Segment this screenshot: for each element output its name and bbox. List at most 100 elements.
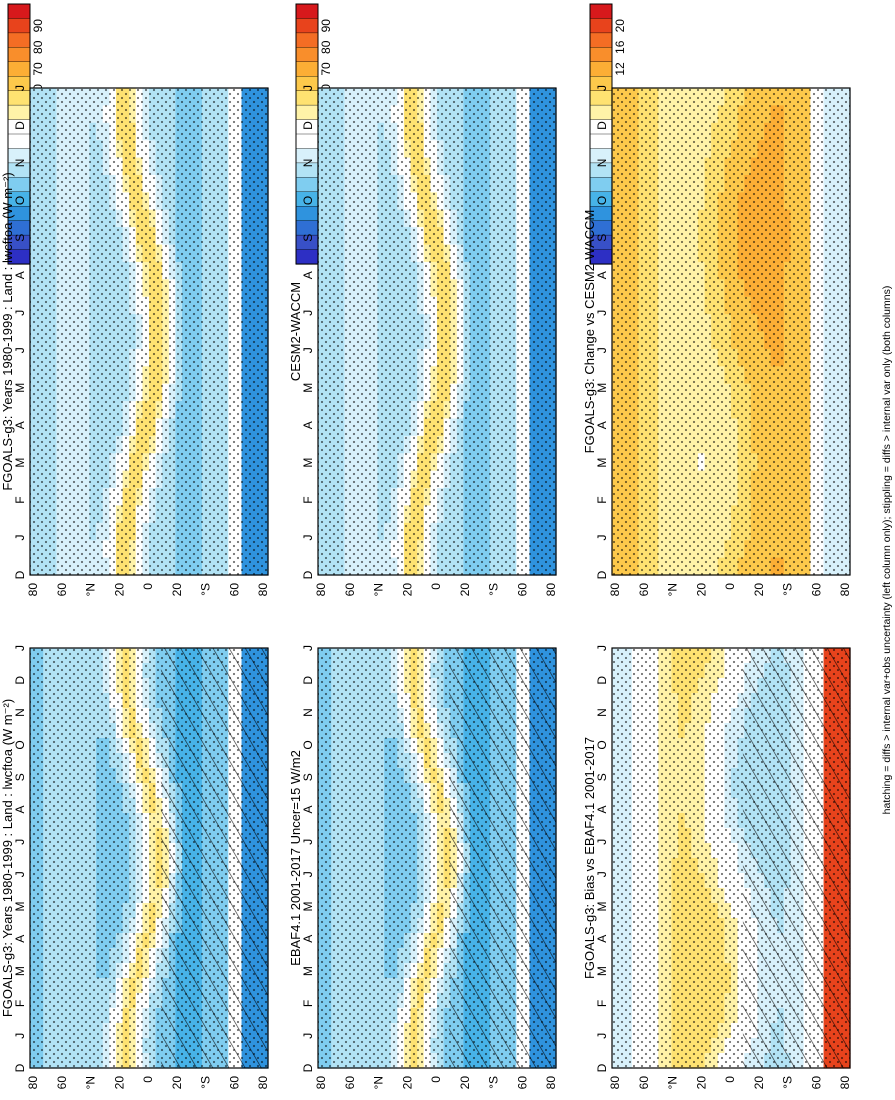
lat-tick-label: 80 bbox=[256, 583, 270, 597]
lat-tick-label: 0 bbox=[429, 1076, 443, 1083]
lat-tick-label: 20 bbox=[170, 583, 184, 597]
colorbar-swatch bbox=[7, 18, 31, 34]
month-tick-label: M bbox=[13, 966, 27, 976]
month-tick-label: O bbox=[13, 740, 27, 749]
colorbar-swatch bbox=[295, 133, 319, 150]
month-tick-label: S bbox=[13, 234, 27, 242]
colorbar-swatch bbox=[589, 90, 613, 106]
lat-tick-label: 60 bbox=[515, 1076, 529, 1090]
lat-tick-label: 60 bbox=[227, 1076, 241, 1090]
colorbar-swatch bbox=[589, 47, 613, 63]
colorbar-label: 12 bbox=[613, 62, 627, 76]
lat-tick-label: 20 bbox=[170, 1076, 184, 1090]
month-tick-label: A bbox=[301, 805, 315, 813]
colorbar-swatch bbox=[295, 47, 319, 63]
lat-tick-label: 60 bbox=[515, 583, 529, 597]
colorbar-swatch bbox=[295, 3, 319, 20]
month-tick-label: J bbox=[301, 839, 315, 845]
colorbar-label: 70 bbox=[31, 62, 45, 76]
lat-tick-label: 20 bbox=[112, 1076, 126, 1090]
colorbar-label: 90 bbox=[31, 19, 45, 33]
month-tick-label: D bbox=[13, 676, 27, 685]
panel-title: FGOALS-g3: Years 1980-1999 : Land : lwcf… bbox=[0, 172, 15, 490]
colorbar-swatch bbox=[7, 32, 31, 48]
lat-tick-label: 60 bbox=[55, 583, 69, 597]
colorbar-swatch bbox=[295, 177, 319, 193]
month-tick-label: J bbox=[301, 1033, 315, 1039]
colorbar-swatch bbox=[295, 220, 319, 236]
colorbar-swatch bbox=[589, 133, 613, 150]
month-tick-label: D bbox=[301, 1063, 315, 1072]
month-tick-label: F bbox=[301, 1000, 315, 1007]
colorbar-swatch bbox=[589, 177, 613, 193]
lat-tick-label: 80 bbox=[256, 1076, 270, 1090]
lat-tick-label: 80 bbox=[544, 1076, 558, 1090]
lat-tick-label: °S bbox=[487, 1076, 501, 1089]
month-tick-label: J bbox=[301, 347, 315, 353]
lat-tick-label: 0 bbox=[141, 1076, 155, 1083]
colorbar-swatch bbox=[589, 3, 613, 20]
panel-title: EBAF4.1 2001-2017 Uncer=15 W/m2 bbox=[288, 750, 303, 966]
month-tick-label: J bbox=[301, 310, 315, 316]
colorbar-swatch bbox=[295, 206, 319, 222]
colorbar-swatch bbox=[295, 18, 319, 34]
month-tick-label: O bbox=[301, 196, 315, 205]
colorbar-swatch bbox=[295, 249, 319, 265]
lat-tick-label: 80 bbox=[314, 583, 328, 597]
month-tick-label: M bbox=[13, 902, 27, 912]
month-tick-label: M bbox=[13, 458, 27, 468]
panel-frame bbox=[317, 647, 557, 1069]
hatching bbox=[160, 648, 268, 1068]
month-tick-label: D bbox=[301, 570, 315, 579]
month-tick-label: S bbox=[13, 773, 27, 781]
month-tick-label: O bbox=[301, 740, 315, 749]
lat-tick-label: 20 bbox=[458, 583, 472, 597]
month-tick-label: J bbox=[13, 310, 27, 316]
lat-tick-label: 20 bbox=[400, 583, 414, 597]
month-tick-label: M bbox=[301, 383, 315, 393]
lat-tick-label: 80 bbox=[26, 1076, 40, 1090]
month-tick-label: D bbox=[13, 570, 27, 579]
month-tick-label: J bbox=[301, 85, 315, 91]
colorbar-swatch bbox=[295, 32, 319, 48]
month-tick-label: S bbox=[301, 234, 315, 242]
colorbar-swatch bbox=[589, 18, 613, 34]
month-tick-label: D bbox=[301, 676, 315, 685]
panel-5: 80 60 °N 20 0 20 °S 60 80DJFMAMJJASONDJFGOALS-g3… bbox=[582, 85, 852, 596]
lat-tick-label: °S bbox=[199, 1076, 213, 1089]
panel-frame bbox=[29, 87, 269, 576]
month-tick-label: J bbox=[13, 645, 27, 651]
month-tick-label: N bbox=[301, 159, 315, 168]
colorbar-swatch bbox=[295, 90, 319, 106]
colorbar-swatch bbox=[295, 104, 319, 121]
lat-tick-label: 20 bbox=[458, 1076, 472, 1090]
colorbar-swatch bbox=[7, 61, 31, 77]
colorbar-label: 70 bbox=[319, 62, 333, 76]
lat-tick-label: 0 bbox=[429, 583, 443, 590]
colorbar-3: 201612840-4-8-12-16-20 bbox=[589, 3, 627, 265]
stippling bbox=[30, 88, 268, 575]
lat-tick-label: 60 bbox=[343, 583, 357, 597]
month-tick-label: A bbox=[13, 421, 27, 429]
colorbar-swatch bbox=[7, 133, 31, 150]
month-tick-label: A bbox=[13, 935, 27, 943]
month-tick-label: J bbox=[301, 535, 315, 541]
panel-3: 80 60 °N 20 0 20 °S 60 80DJFMAMJJASONDJCESM2-WAC… bbox=[288, 85, 558, 596]
month-tick-label: J bbox=[301, 871, 315, 877]
lat-tick-label: °S bbox=[199, 583, 213, 596]
month-tick-label: J bbox=[13, 1033, 27, 1039]
hatching bbox=[448, 648, 556, 1068]
panel-frame bbox=[29, 647, 269, 1069]
lat-tick-label: 20 bbox=[112, 583, 126, 597]
month-tick-label: A bbox=[301, 271, 315, 279]
month-tick-label: F bbox=[13, 1000, 27, 1007]
month-tick-label: A bbox=[13, 805, 27, 813]
month-tick-label: J bbox=[13, 85, 27, 91]
panel-frame bbox=[317, 87, 557, 576]
month-tick-label: S bbox=[301, 773, 315, 781]
lat-tick-label: 60 bbox=[343, 1076, 357, 1090]
month-tick-label: A bbox=[301, 421, 315, 429]
month-tick-label: M bbox=[301, 458, 315, 468]
